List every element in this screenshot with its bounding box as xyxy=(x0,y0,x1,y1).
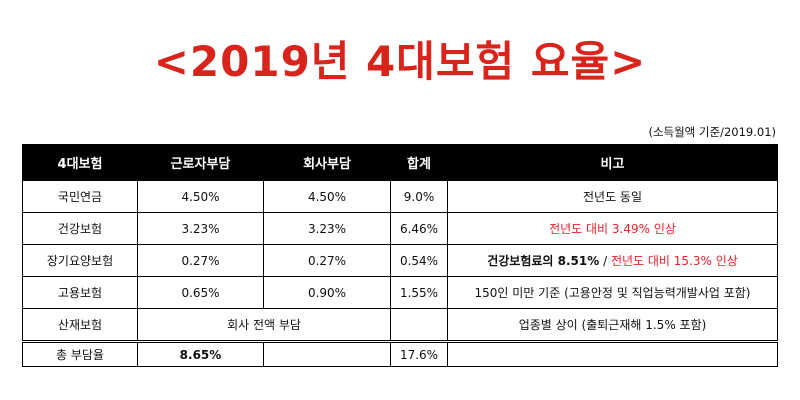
table-row: 고용보험 0.65% 0.90% 1.55% 150인 미만 기준 (고용안정 … xyxy=(22,276,778,309)
total-rate: 1.55% xyxy=(390,276,448,309)
total-rate: 9.0% xyxy=(390,180,448,213)
remark: 업종별 상이 (출퇴근재해 1.5% 포함) xyxy=(447,308,778,342)
insurance-name: 고용보험 xyxy=(22,276,138,309)
table-header: 4대보험 근로자부담 회사부담 합계 비고 xyxy=(22,144,778,181)
worker-rate: 0.65% xyxy=(137,276,264,309)
insurance-name: 국민연금 xyxy=(22,180,138,213)
total-rate: 6.46% xyxy=(390,212,448,245)
header-total: 합계 xyxy=(390,144,448,181)
table-row: 장기요양보험 0.27% 0.27% 0.54% 건강보험료의 8.51% / … xyxy=(22,244,778,277)
total-label: 총 부담율 xyxy=(22,340,138,367)
header-remark: 비고 xyxy=(447,144,778,181)
company-rate: 4.50% xyxy=(263,180,391,213)
table-row: 산재보험 회사 전액 부담 업종별 상이 (출퇴근재해 1.5% 포함) xyxy=(22,308,778,342)
remark: 건강보험료의 8.51% / 전년도 대비 15.3% 인상 xyxy=(447,244,778,277)
merged-burden: 회사 전액 부담 xyxy=(137,308,391,342)
total-sum-rate: 17.6% xyxy=(390,340,448,367)
remark-separator: / xyxy=(599,254,611,268)
remark-bold: 건강보험료의 8.51% xyxy=(487,254,600,268)
worker-rate: 4.50% xyxy=(137,180,264,213)
insurance-name: 산재보험 xyxy=(22,308,138,342)
total-company-rate xyxy=(263,340,391,367)
remark: 전년도 동일 xyxy=(447,180,778,213)
header-worker: 근로자부담 xyxy=(137,144,264,181)
header-insurance: 4대보험 xyxy=(22,144,138,181)
basis-note: (소득월액 기준/2019.01) xyxy=(648,125,776,139)
insurance-name: 건강보험 xyxy=(22,212,138,245)
page-title: <2019년 4대보험 요율> xyxy=(153,37,647,86)
worker-rate: 0.27% xyxy=(137,244,264,277)
worker-rate: 3.23% xyxy=(137,212,264,245)
company-rate: 3.23% xyxy=(263,212,391,245)
header-company: 회사부담 xyxy=(263,144,391,181)
total-rate xyxy=(390,308,448,342)
insurance-rate-table: 4대보험 근로자부담 회사부담 합계 비고 국민연금 4.50% 4.50% 9… xyxy=(22,144,778,367)
total-worker-rate: 8.65% xyxy=(137,340,264,367)
company-rate: 0.27% xyxy=(263,244,391,277)
total-row: 총 부담율 8.65% 17.6% xyxy=(22,340,778,367)
remark-red: 전년도 대비 15.3% 인상 xyxy=(610,254,738,268)
table-row: 건강보험 3.23% 3.23% 6.46% 전년도 대비 3.49% 인상 xyxy=(22,212,778,245)
table-row: 국민연금 4.50% 4.50% 9.0% 전년도 동일 xyxy=(22,180,778,213)
remark: 전년도 대비 3.49% 인상 xyxy=(447,212,778,245)
total-rate: 0.54% xyxy=(390,244,448,277)
company-rate: 0.90% xyxy=(263,276,391,309)
total-remark xyxy=(447,340,778,367)
remark: 150인 미만 기준 (고용안정 및 직업능력개발사업 포함) xyxy=(447,276,778,309)
insurance-name: 장기요양보험 xyxy=(22,244,138,277)
